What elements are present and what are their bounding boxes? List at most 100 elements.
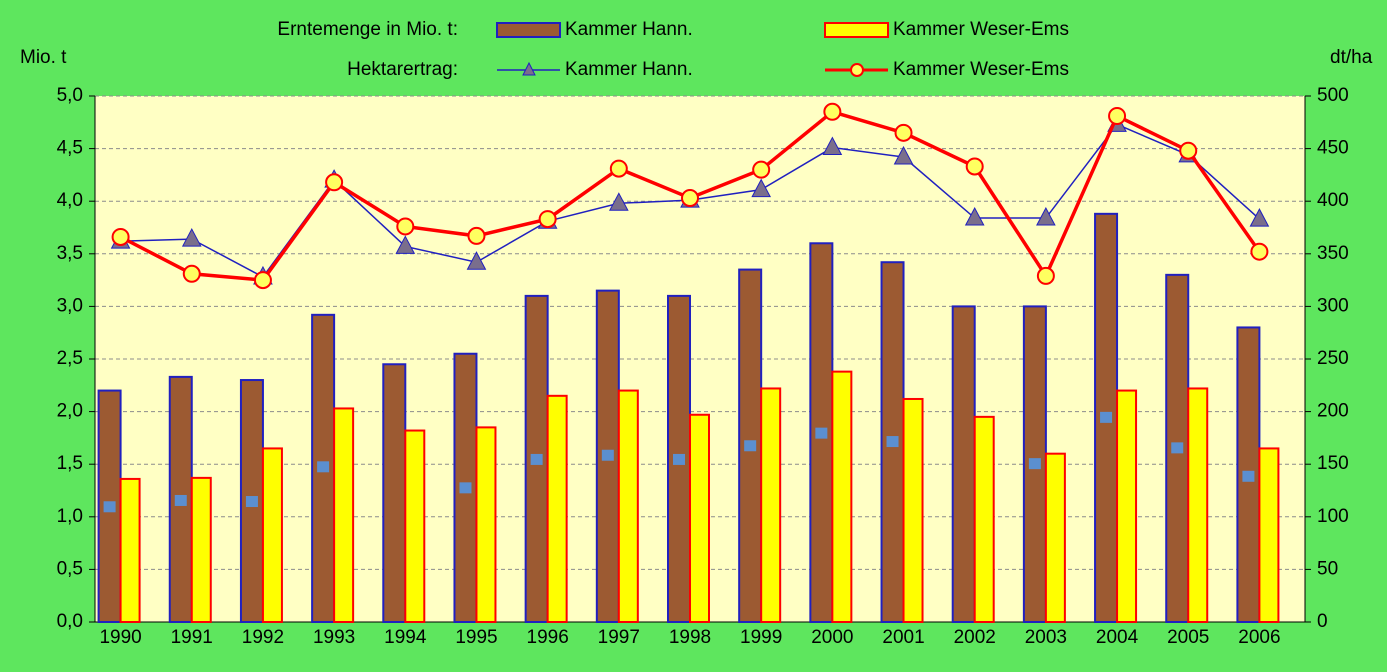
- bar: [1044, 452, 1066, 623]
- y2-tick-label: 500: [1317, 85, 1349, 106]
- line-marker: [1036, 266, 1055, 285]
- bar: [951, 305, 976, 623]
- line-marker: [1179, 141, 1198, 160]
- bar-marker: [744, 440, 757, 452]
- line-marker: [751, 178, 772, 198]
- y-tick-label: 0,5: [57, 558, 83, 579]
- line-marker: [466, 251, 487, 270]
- bar: [475, 426, 497, 623]
- line-marker: [1036, 206, 1056, 226]
- line-marker: [1249, 208, 1270, 227]
- x-tick-label: 2000: [811, 627, 853, 648]
- line-marker: [396, 217, 415, 236]
- bar: [1116, 389, 1138, 623]
- y2-tick-label: 150: [1317, 453, 1349, 474]
- legend-group-label: Erntemenge in Mio. t:: [277, 19, 458, 40]
- bar: [546, 394, 568, 623]
- line-marker: [752, 160, 771, 179]
- bar: [831, 370, 853, 623]
- y2-tick-label: 350: [1317, 243, 1349, 264]
- x-tick-label: 1995: [455, 627, 497, 648]
- x-tick-label: 1997: [598, 627, 640, 648]
- legend-label: Kammer Hann.: [565, 59, 693, 80]
- y-tick-label: 1,0: [57, 506, 83, 527]
- legend-marker: [522, 61, 536, 76]
- x-tick-label: 2002: [954, 627, 996, 648]
- bar-marker: [673, 453, 685, 465]
- line-marker: [894, 123, 913, 142]
- bar-marker: [174, 494, 187, 506]
- y-tick-label: 4,5: [57, 138, 83, 159]
- y2-tick-label: 300: [1317, 295, 1349, 316]
- line-marker: [681, 189, 699, 208]
- y-tick-label: 3,5: [57, 243, 83, 264]
- line-marker: [111, 227, 130, 246]
- y2-tick-label: 200: [1317, 401, 1349, 422]
- x-tick-label: 1992: [242, 627, 284, 648]
- bar: [1258, 447, 1280, 624]
- bar-marker: [530, 453, 543, 465]
- line-marker: [181, 228, 202, 247]
- bar-marker: [1100, 411, 1113, 423]
- bar: [190, 476, 212, 623]
- y2-tick-label: 400: [1317, 190, 1349, 211]
- line-marker: [893, 145, 914, 165]
- y-tick-label: 4,0: [57, 190, 83, 211]
- y2-tick-label: 100: [1317, 506, 1349, 527]
- y2-tick-label: 250: [1317, 348, 1349, 369]
- bar-marker: [886, 436, 899, 448]
- bar: [760, 387, 782, 623]
- bar: [973, 415, 995, 623]
- line-marker: [1108, 106, 1127, 125]
- legend-marker: [850, 63, 864, 77]
- bar-marker: [459, 482, 472, 494]
- x-tick-label: 1994: [384, 627, 427, 648]
- line-marker: [823, 102, 842, 121]
- y2-tick-label: 0: [1317, 611, 1328, 632]
- x-tick-label: 1991: [171, 627, 213, 648]
- y2-axis-label: dt/ha: [1330, 47, 1373, 68]
- line-marker: [395, 235, 416, 254]
- line-marker: [608, 192, 629, 211]
- bar: [902, 397, 924, 624]
- legend-group-label: Hektarertrag:: [347, 59, 458, 80]
- bar-marker: [317, 461, 330, 473]
- x-tick-label: 2004: [1096, 627, 1139, 648]
- y-tick-label: 5,0: [57, 85, 83, 106]
- bar-marker: [815, 427, 828, 439]
- bar: [333, 407, 355, 623]
- line-marker: [1250, 242, 1269, 261]
- bar-marker: [1028, 458, 1041, 470]
- y-tick-label: 3,0: [57, 295, 83, 316]
- line-marker: [965, 157, 984, 176]
- legend-label: Kammer Weser-Ems: [893, 59, 1069, 80]
- line-marker: [538, 210, 557, 229]
- x-tick-label: 1996: [527, 627, 569, 648]
- line-marker: [182, 264, 201, 283]
- x-tick-label: 1999: [740, 627, 782, 648]
- bar: [404, 429, 426, 624]
- line-marker: [467, 226, 486, 245]
- y-tick-label: 2,0: [57, 401, 83, 422]
- legend-swatch: [496, 22, 561, 38]
- line-marker: [822, 136, 843, 156]
- bar: [382, 363, 407, 623]
- y-tick-label: 0,0: [57, 611, 83, 632]
- bar-marker: [601, 449, 614, 461]
- y-axis-label: Mio. t: [20, 47, 67, 68]
- bar: [689, 413, 710, 624]
- bar-marker: [1242, 470, 1255, 482]
- x-tick-label: 1990: [99, 627, 141, 648]
- y2-tick-label: 50: [1317, 558, 1338, 579]
- x-tick-label: 2006: [1238, 627, 1280, 648]
- x-tick-label: 1998: [669, 627, 711, 648]
- y-tick-label: 2,5: [57, 348, 83, 369]
- line-marker: [253, 271, 272, 290]
- x-tick-label: 2005: [1167, 627, 1209, 648]
- legend-label: Kammer Hann.: [565, 19, 693, 40]
- bar-marker: [1171, 442, 1184, 454]
- line-marker: [325, 173, 344, 192]
- bar-marker: [103, 501, 116, 513]
- y-tick-label: 1,5: [57, 453, 83, 474]
